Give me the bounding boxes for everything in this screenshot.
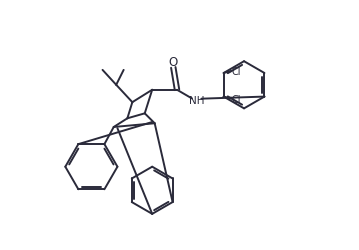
Text: NH: NH bbox=[189, 95, 205, 105]
Text: O: O bbox=[168, 56, 177, 68]
Text: Cl: Cl bbox=[232, 66, 241, 76]
Text: Cl: Cl bbox=[232, 95, 241, 105]
